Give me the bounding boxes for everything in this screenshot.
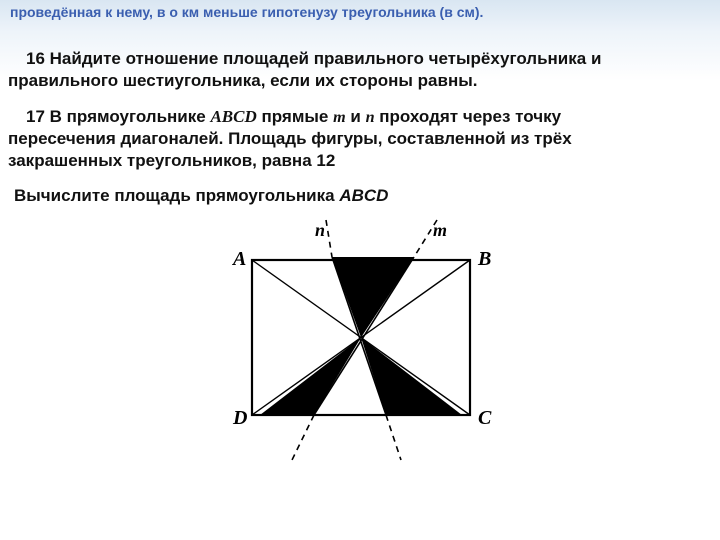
svg-text:n: n: [315, 220, 325, 240]
compute-line: Вычислите площадь прямоугольника ABCD: [8, 186, 706, 206]
problem-16-number: 16: [8, 49, 45, 68]
svg-text:D: D: [232, 407, 247, 429]
compute-abcd: ABCD: [339, 186, 388, 205]
problem-17-l2: пересечения диагоналей. Площадь фигуры, …: [8, 129, 572, 148]
compute-text: Вычислите площадь прямоугольника: [14, 186, 339, 205]
svg-text:C: C: [478, 407, 492, 429]
problem-16: 16 Найдите отношение площадей правильног…: [8, 48, 706, 92]
figure-wrap: A B C Dn m: [8, 210, 706, 465]
svg-text:A: A: [231, 248, 246, 270]
problem-17-l1a: В прямоугольнике: [50, 107, 211, 126]
problem-16-line2: правильного шестиугольника, если их стор…: [8, 71, 477, 90]
problem-17-n: n: [366, 109, 375, 126]
svg-text:B: B: [477, 248, 491, 270]
problem-17: 17 В прямоугольнике ABCD прямые m и n пр…: [8, 106, 706, 172]
problem-17-l3a: закрашенных треугольников, равна: [8, 151, 316, 170]
problem-17-number: 17: [8, 107, 45, 126]
problem-17-m: m: [333, 109, 346, 126]
truncated-header-line: проведённая к нему, в о км меньше гипоте…: [8, 4, 706, 20]
problem-17-l1d: проходят через точку: [375, 107, 562, 126]
problem-17-l1c: и: [346, 107, 366, 126]
problem-17-value: 12: [316, 151, 335, 170]
svg-text:m: m: [433, 220, 447, 240]
problem-17-l1b: прямые: [257, 107, 333, 126]
problem-16-line1: Найдите отношение площадей правильного ч…: [50, 49, 602, 68]
problem-17-abcd: ABCD: [210, 107, 256, 126]
rectangle-diagram: A B C Dn m: [197, 210, 517, 465]
